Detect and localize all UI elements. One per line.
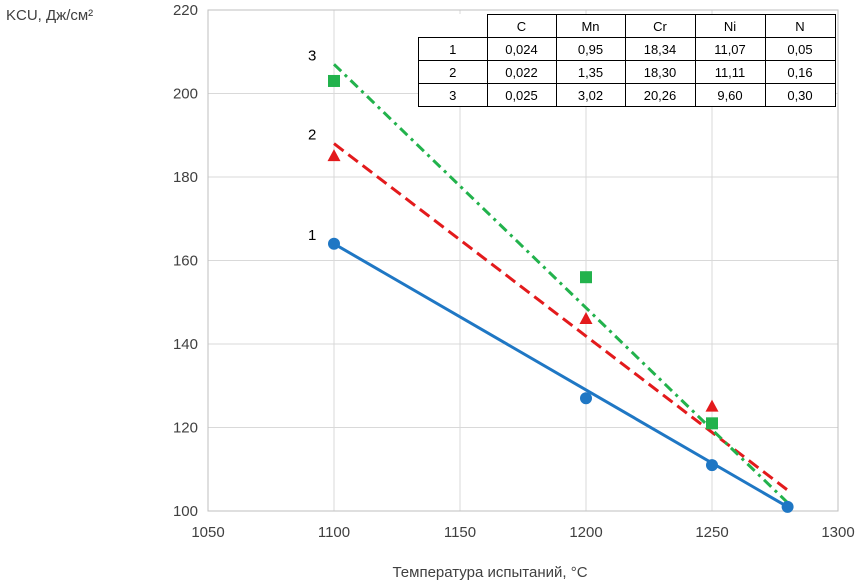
x-axis-title: Температура испытаний, °С	[392, 564, 587, 581]
table-header-cell: Cr	[624, 14, 696, 38]
table-header-row: C Mn Cr Ni N	[418, 14, 836, 38]
series-1-point	[781, 500, 794, 513]
y-tick-label: 100	[173, 503, 198, 520]
trend-lines	[332, 63, 789, 509]
x-tick-label: 1200	[569, 524, 602, 541]
series-3-point	[706, 417, 718, 430]
table-cell: 20,26	[624, 83, 696, 107]
table-cell: 0,022	[486, 60, 557, 84]
y-tick-label: 140	[173, 336, 198, 353]
table-cell: 1,35	[555, 60, 626, 84]
table-cell: 18,30	[624, 60, 696, 84]
table-header-cell: Ni	[694, 14, 766, 38]
y-axis-title: KCU, Дж/см²	[6, 7, 93, 24]
table-header-cell: Mn	[555, 14, 626, 38]
series-3-point	[328, 74, 340, 87]
y-tick-label: 180	[173, 169, 198, 186]
series-1-label: 1	[308, 227, 316, 244]
table-cell: 11,11	[694, 60, 766, 84]
table-cell: 1	[418, 37, 488, 61]
x-axis-ticks: 1050 1100 1150 1200 1250 1300	[191, 524, 854, 541]
table-cell: 0,16	[764, 60, 836, 84]
series-2-trend-line	[333, 142, 789, 492]
table-cell: 18,34	[624, 37, 696, 61]
table-cell: 2	[418, 60, 488, 84]
series-3-point	[580, 271, 592, 284]
table-row: 3 0,025 3,02 20,26 9,60 0,30	[418, 83, 836, 107]
table-cell: 11,07	[694, 37, 766, 61]
table-cell: 0,025	[486, 83, 557, 107]
series-2-point	[705, 399, 719, 412]
table-row: 2 0,022 1,35 18,30 11,11 0,16	[418, 60, 836, 84]
series-1-point	[580, 392, 592, 405]
series-2-point	[579, 311, 593, 324]
table-cell: 9,60	[694, 83, 766, 107]
x-tick-label: 1250	[695, 524, 728, 541]
series-3-label: 3	[308, 47, 316, 64]
series-labels: 1 2 3	[308, 47, 316, 244]
y-tick-label: 200	[173, 86, 198, 103]
table-header-cell	[418, 14, 488, 38]
composition-table: C Mn Cr Ni N 1 0,024 0,95 18,34 11,07 0,…	[418, 14, 836, 107]
series-2-label: 2	[308, 127, 316, 144]
table-header-cell: N	[764, 14, 836, 38]
x-tick-label: 1050	[191, 524, 224, 541]
table-cell: 0,30	[764, 83, 836, 107]
y-tick-label: 120	[173, 420, 198, 437]
table-header-cell: C	[486, 14, 557, 38]
table-cell: 0,05	[764, 37, 836, 61]
table-cell: 0,024	[486, 37, 557, 61]
series-1-point	[328, 237, 340, 250]
x-tick-label: 1100	[318, 524, 350, 541]
y-axis-ticks: 100 120 140 160 180 200 220	[173, 2, 198, 520]
series-2-point	[327, 149, 341, 162]
y-tick-label: 160	[173, 253, 198, 270]
plot-area	[207, 9, 839, 512]
table-cell: 0,95	[555, 37, 626, 61]
series-1-point	[706, 459, 718, 472]
x-tick-label: 1300	[821, 524, 854, 541]
x-tick-label: 1150	[444, 524, 476, 541]
table-cell: 3	[418, 83, 488, 107]
y-tick-label: 220	[173, 2, 198, 19]
data-markers	[327, 74, 794, 513]
table-cell: 3,02	[555, 83, 626, 107]
series-3-trend-line	[332, 63, 789, 504]
table-row: 1 0,024 0,95 18,34 11,07 0,05	[418, 37, 836, 61]
